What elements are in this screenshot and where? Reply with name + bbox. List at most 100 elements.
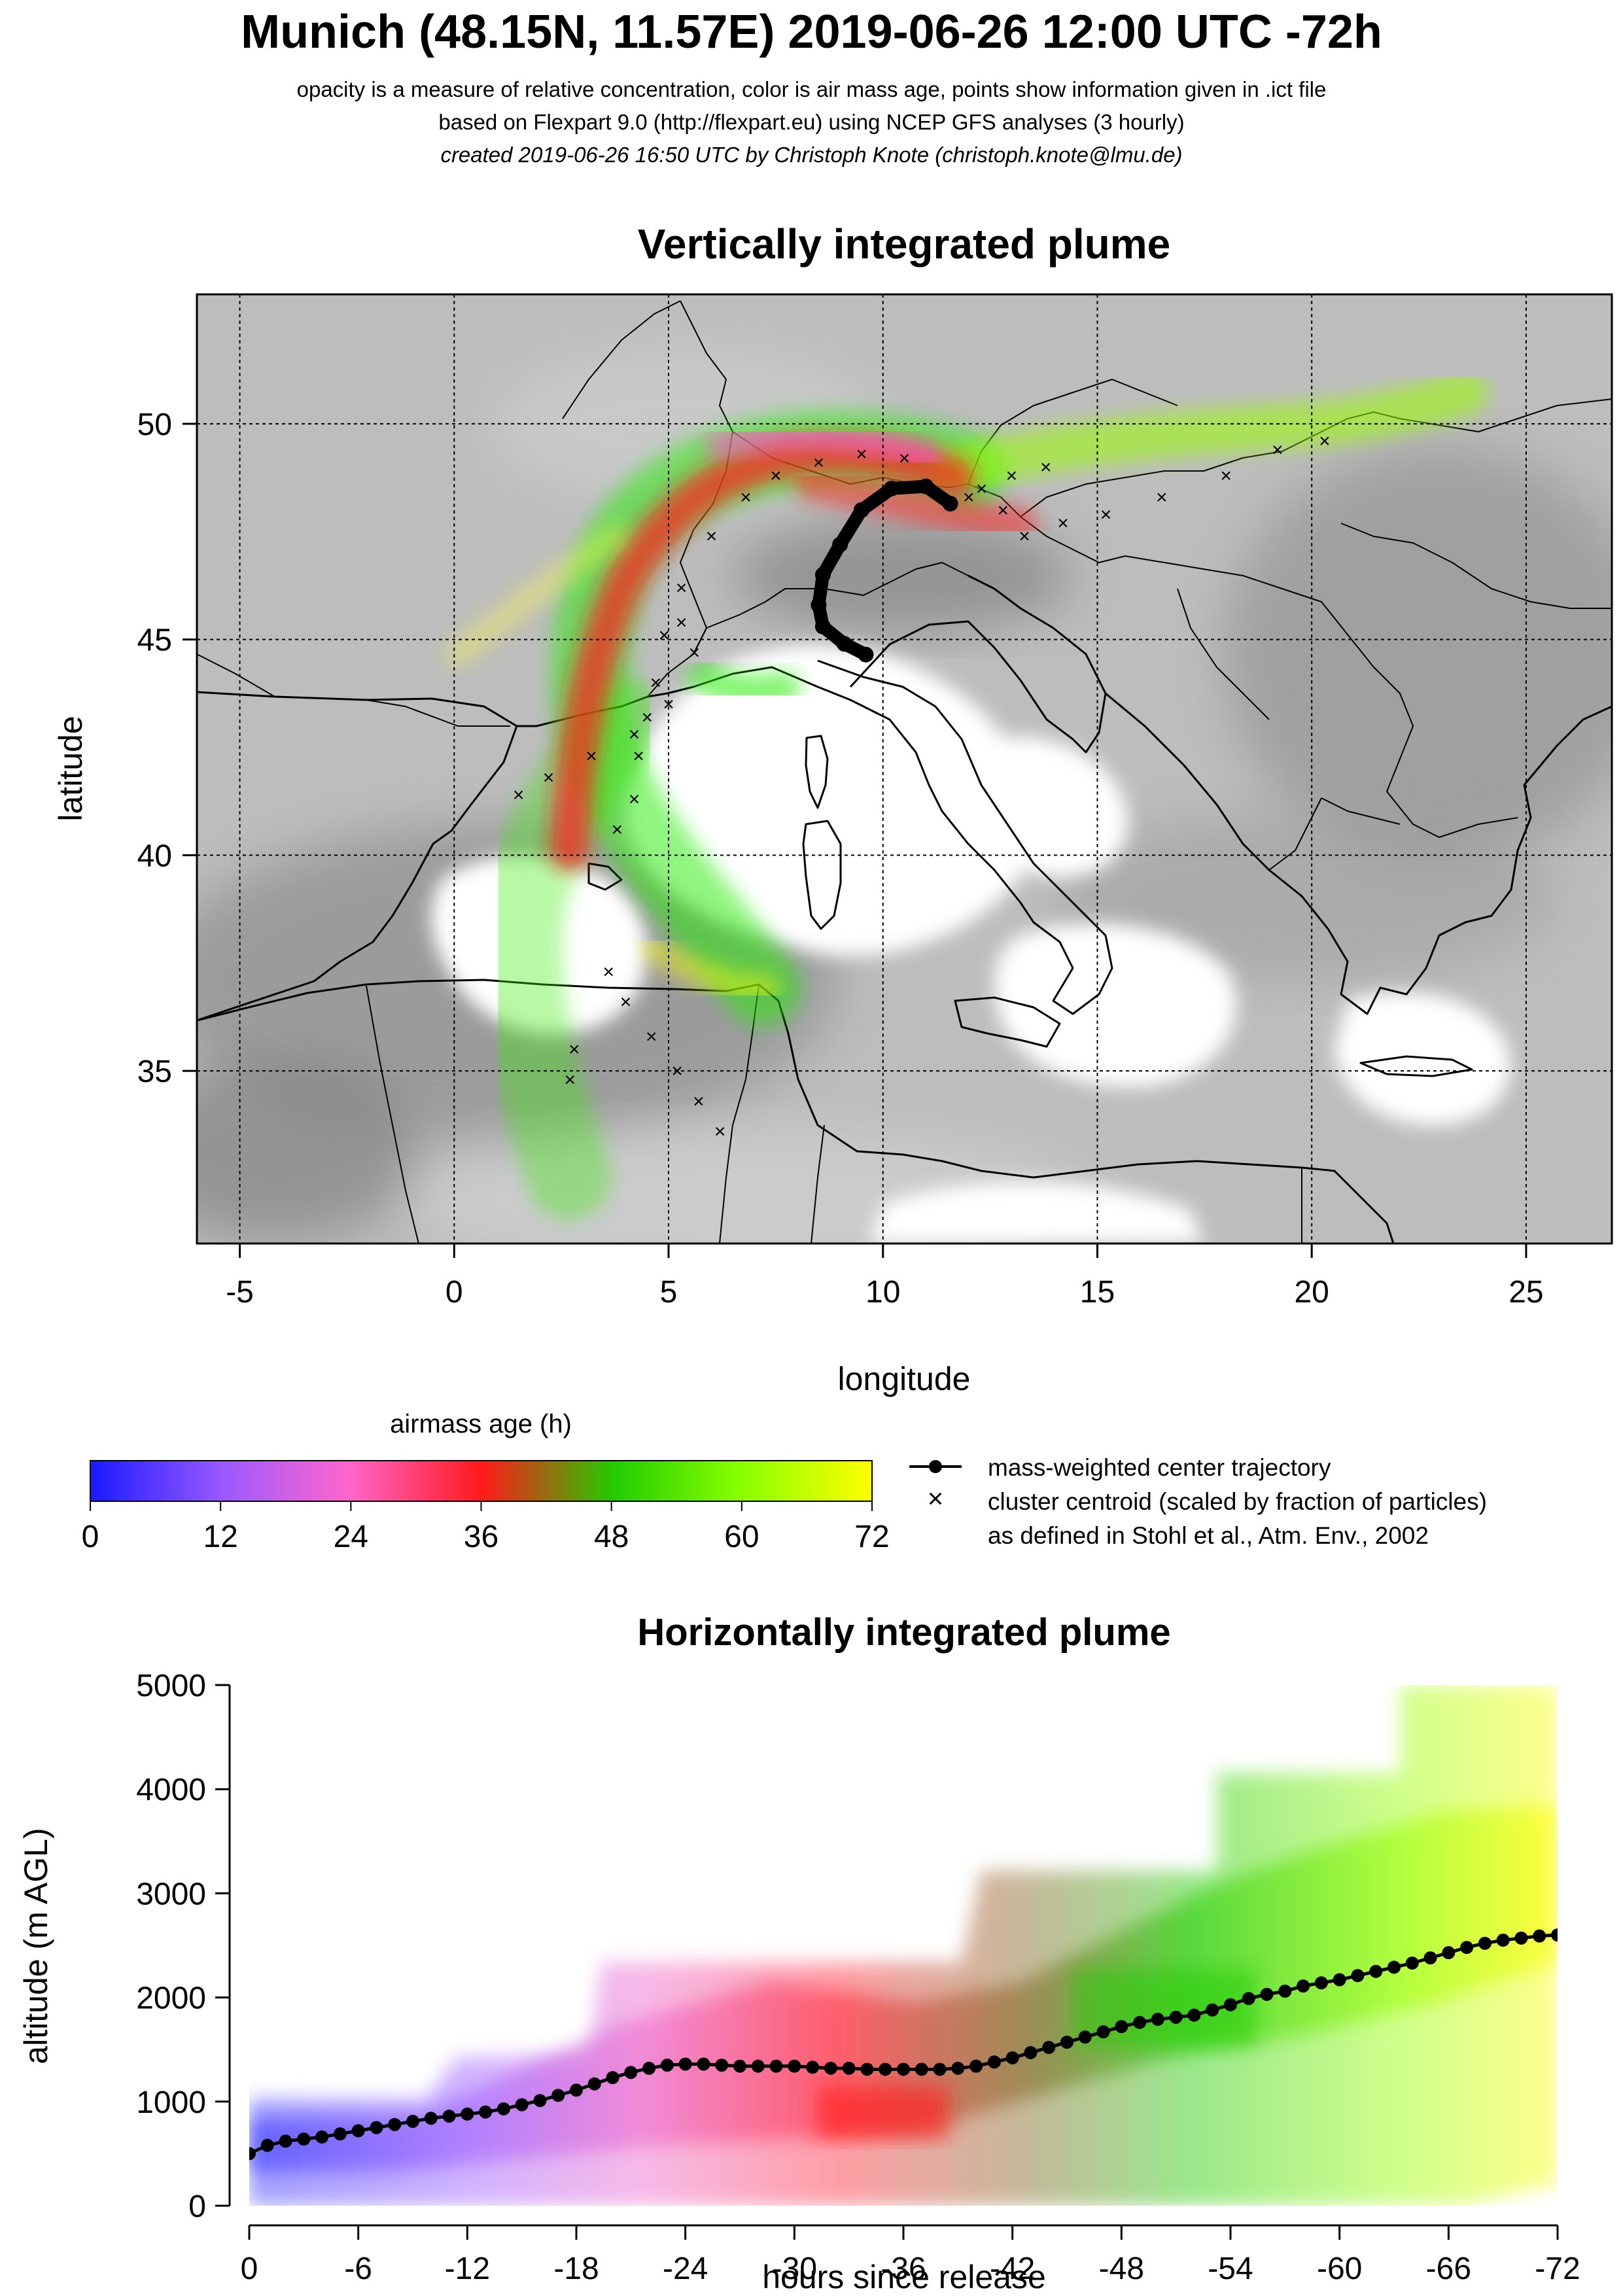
altitude-center-point [461,2107,474,2121]
map-cluster-centroid: × [646,1026,657,1047]
altitude-center-point [351,2124,365,2138]
altitude-center-point [1514,1931,1528,1945]
altitude-center-point [897,2062,910,2076]
map-x-tick-label: -5 [226,1275,254,1310]
map-center-point [814,566,831,583]
map-cluster-centroid: × [612,819,623,841]
map-trajectory-markers: ×××××××××××××××××× ×××× ××× ×××××××××××××××… [513,430,1331,1142]
altitude-center-point [1005,2051,1019,2064]
altitude-center-point [1278,1985,1292,1998]
map-cluster-centroid: × [714,1121,726,1143]
map-cluster-centroid: × [1019,525,1030,547]
altitude-panel: 0 -6 -12 -18 -24 -30 -36 -42 -48 -54 -60 -66 -72 0 100… [18,1669,1580,2295]
altitude-center-point [1151,2013,1164,2026]
legend-line-label: mass-weighted center trajectory [988,1454,1331,1481]
map-cluster-centroid: × [641,706,653,728]
map-center-point [836,636,852,652]
subtitle-credit: created 2019-06-26 16:50 UTC by Christop… [440,143,1183,167]
altitude-x-tick-label: -12 [445,2252,490,2286]
altitude-center-point [1260,1987,1274,2001]
altitude-center-point [533,2094,547,2108]
altitude-center-point [642,2061,656,2075]
altitude-x-tick-label: -30 [772,2252,817,2286]
altitude-center-point [1206,2003,1219,2017]
altitude-center-point [249,2147,256,2161]
altitude-x-tick-label: -54 [1208,2252,1253,2286]
altitude-axes: 0 -6 -12 -18 -24 -30 -36 -42 -48 -54 -60 -66 -72 0 100… [136,1669,1580,2286]
altitude-x-axis-label: hours since release [762,2259,1046,2295]
map-cluster-centroid: × [650,672,662,694]
map-center-point [883,480,899,496]
altitude-x-tick-label: -42 [990,2252,1035,2286]
altitude-center-point [824,2061,837,2075]
map-content: ×××××××××××××××××× ×××× ××× ×××××××××××××××… [197,294,1612,1244]
map-cluster-centroid: × [1220,465,1232,487]
subtitle-description: opacity is a measure of relative concent… [296,77,1327,101]
map-y-axis-label: latitude [52,716,89,821]
altitude-center-point [1387,1960,1401,1974]
altitude-y-tick-label: 5000 [136,1669,206,1703]
map-cluster-centroid: × [602,961,614,983]
altitude-center-point [424,2112,438,2125]
altitude-center-point [587,2077,601,2091]
altitude-y-tick-label: 4000 [136,1773,206,1807]
map-panel-title: Vertically integrated plume [638,220,1171,268]
altitude-center-point [515,2098,529,2112]
altitude-x-tick-label: -60 [1317,2252,1362,2286]
map-cluster-centroid: × [1057,513,1069,534]
altitude-center-point [969,2059,983,2073]
altitude-center-point [1314,1976,1328,1990]
altitude-center-point [570,2083,583,2097]
altitude-center-point [678,2057,692,2071]
map-center-point [942,495,958,512]
altitude-center-point [933,2062,947,2076]
altitude-center-point [1442,1946,1456,1960]
altitude-y-axis-label: altitude (m AGL) [18,1828,54,2064]
map-cluster-centroid: × [856,444,867,465]
altitude-center-point [279,2134,292,2148]
colorbar-tick-label: 12 [203,1520,237,1554]
map-y-tick-label: 35 [137,1054,172,1089]
altitude-center-point [1496,1934,1510,1947]
colorbar-ticks: 0 12 24 36 48 60 72 [82,1501,890,1554]
colorbar-title: airmass age (h) [390,1410,572,1438]
altitude-center-point [788,2059,801,2073]
altitude-center-point [842,2061,856,2075]
colorbar-tick-label: 72 [854,1520,889,1554]
altitude-center-point [551,2089,565,2102]
altitude-panel-title: Horizontally integrated plume [637,1611,1170,1654]
altitude-center-point [751,2059,765,2073]
legend-cross-symbol: × [928,1483,944,1514]
map-cluster-centroid: × [676,577,688,599]
map-axis-ticks: -5 0 5 10 15 20 25 35 40 45 50 [137,408,1544,1310]
altitude-center-point [1478,1936,1492,1950]
altitude-center-point [1242,1992,1255,2006]
map-cluster-centroid: × [770,465,782,487]
colorbar-tick-label: 0 [82,1520,99,1554]
map-x-tick-label: 5 [660,1275,678,1310]
map-x-tick-label: 25 [1509,1275,1543,1310]
altitude-center-point [769,2059,783,2073]
map-x-tick-label: 10 [865,1275,900,1310]
altitude-x-tick-label: -66 [1426,2252,1471,2286]
age-colorbar [90,1460,873,1502]
altitude-x-tick-label: -24 [663,2252,708,2286]
map-cluster-centroid: × [1319,430,1331,452]
legend-dot-symbol [929,1460,942,1473]
coastlines [197,574,1612,1244]
map-cluster-centroid: × [1040,457,1052,478]
altitude-center-point [315,2130,329,2144]
map-gridlines [197,294,1612,1244]
map-center-point [858,646,874,663]
colorbar-tick-label: 24 [334,1520,368,1554]
altitude-y-tick-label: 0 [188,2189,206,2224]
altitude-center-point [915,2062,928,2076]
map-y-tick-label: 45 [137,623,172,658]
altitude-center-point [606,2071,620,2085]
map-cluster-centroid: × [1156,487,1168,508]
map-panel: ×××××××××××××××××× ×××× ××× ×××××××××××××××… [52,293,1613,1397]
map-x-tick-label: 15 [1080,1275,1115,1310]
altitude-center-point [297,2132,311,2146]
altitude-red-core [818,2087,949,2139]
